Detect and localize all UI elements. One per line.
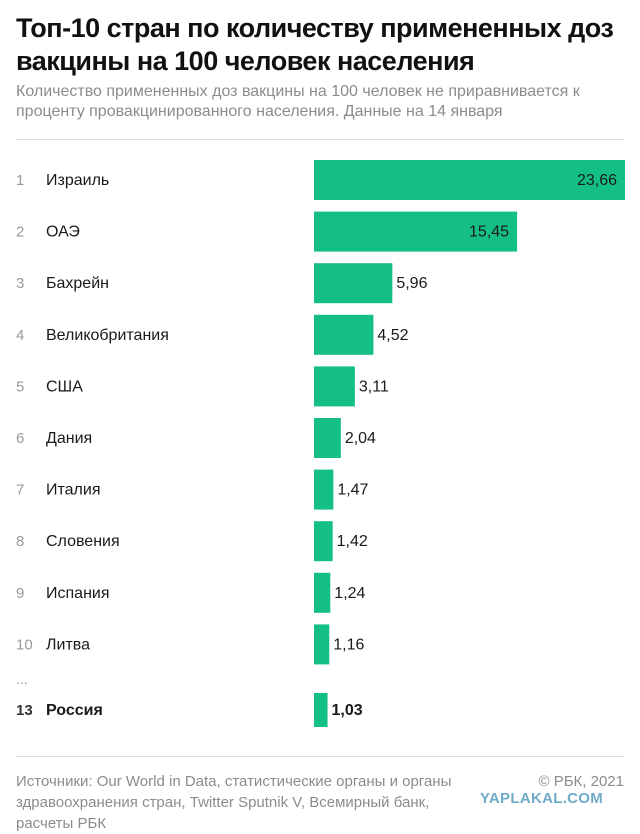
value-label: 1,24 — [334, 585, 365, 602]
value-label: 1,03 — [332, 702, 363, 719]
value-label: 15,45 — [469, 224, 509, 241]
ellipsis: ... — [16, 671, 28, 687]
country-label: Литва — [46, 636, 90, 653]
value-label: 5,96 — [396, 275, 427, 292]
rank-label: 1 — [16, 172, 24, 189]
rank-label: 5 — [16, 378, 24, 395]
country-label: США — [46, 378, 83, 395]
bar — [314, 521, 333, 562]
country-label: Израиль — [46, 172, 109, 189]
rank-label: 9 — [16, 585, 24, 602]
watermark: YAPLAKAL.COM — [480, 790, 604, 807]
rank-label: 13 — [16, 702, 33, 719]
bar — [314, 624, 330, 665]
rank-label: 7 — [16, 482, 24, 499]
country-label: Италия — [46, 482, 100, 499]
chart-title: Топ-10 стран по количеству примененных д… — [16, 13, 614, 76]
value-label: 1,16 — [333, 636, 364, 653]
rank-label: 10 — [16, 636, 33, 653]
bar — [314, 211, 518, 252]
bar — [314, 263, 393, 304]
country-label: Словения — [46, 533, 120, 550]
sources-note: Источники: Our World in Data, статистиче… — [16, 773, 452, 832]
country-label: Великобритания — [46, 327, 169, 344]
bar — [314, 314, 374, 355]
bar-chart: 1 Израиль 23,66 2 ОАЭ 15,45 3 Бахрейн 5,96 4 Велик… — [16, 160, 625, 727]
value-label: 4,52 — [377, 327, 408, 344]
rank-label: 8 — [16, 533, 24, 550]
bar — [314, 160, 625, 200]
copyright: © РБК, 2021 — [538, 773, 624, 790]
bar — [314, 572, 331, 613]
country-label: Дания — [46, 430, 92, 447]
value-label: 23,66 — [577, 172, 617, 189]
country-label: Испания — [46, 585, 110, 602]
top-divider — [16, 139, 624, 140]
value-label: 1,47 — [337, 482, 368, 499]
value-label: 2,04 — [345, 430, 376, 447]
bar — [314, 418, 341, 458]
rank-label: 3 — [16, 275, 24, 292]
rank-label: 4 — [16, 327, 24, 344]
value-label: 1,42 — [337, 533, 368, 550]
value-label: 3,11 — [359, 378, 389, 395]
rank-label: 6 — [16, 430, 24, 447]
chart-subtitle: Количество примененных доз вакцины на 10… — [16, 83, 580, 120]
bottom-divider — [16, 756, 624, 757]
bar — [314, 693, 328, 727]
bar — [314, 366, 355, 407]
country-label: ОАЭ — [46, 224, 80, 241]
bar — [314, 469, 334, 510]
country-label: Россия — [46, 702, 103, 719]
rank-label: 2 — [16, 224, 24, 241]
country-label: Бахрейн — [46, 275, 109, 292]
